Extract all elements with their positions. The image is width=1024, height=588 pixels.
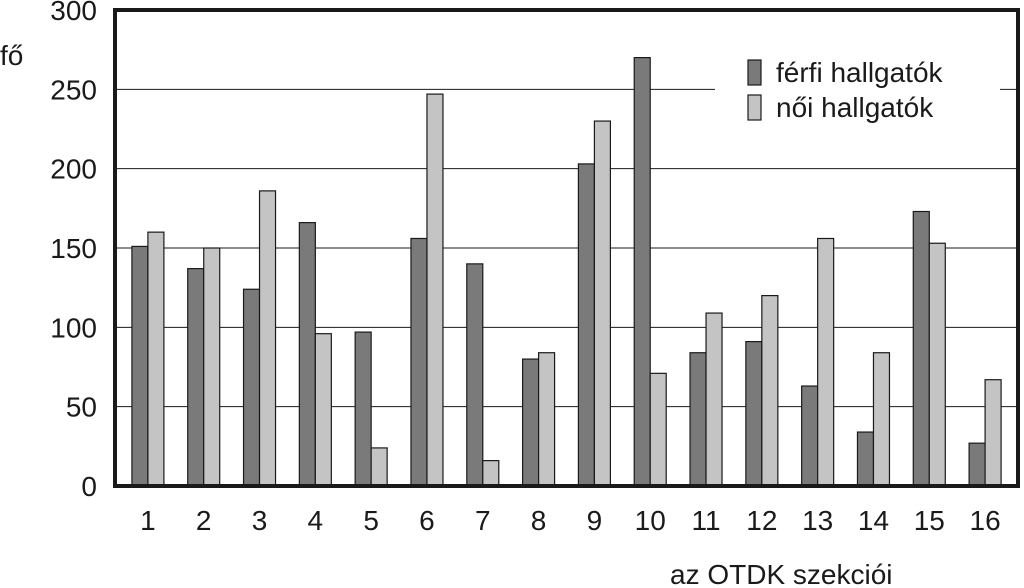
legend-swatch-female xyxy=(747,94,762,121)
y-tick-label: 300 xyxy=(50,0,97,26)
bar-male xyxy=(689,352,707,487)
bar-male xyxy=(131,245,149,487)
x-tick-label: 12 xyxy=(746,505,777,536)
bar-male xyxy=(521,358,540,487)
bar-male xyxy=(968,442,986,487)
x-tick-label: 3 xyxy=(252,505,268,536)
x-tick-label: 9 xyxy=(587,505,603,536)
x-tick-label: 6 xyxy=(419,505,435,536)
bar-male xyxy=(187,268,205,487)
bar-male xyxy=(633,56,651,487)
bar-male xyxy=(298,222,316,487)
bar-female xyxy=(426,93,444,487)
y-tick-label: 0 xyxy=(81,471,97,502)
bar-female xyxy=(314,333,332,487)
bar-male xyxy=(466,263,484,487)
bar-male xyxy=(912,210,930,487)
y-axis-label: fő xyxy=(0,40,23,71)
x-tick-label: 16 xyxy=(970,505,1001,536)
bar-male xyxy=(410,237,428,487)
bar-female xyxy=(984,379,1002,487)
bar-male xyxy=(242,288,261,487)
bar-female xyxy=(203,247,221,487)
x-tick-label: 10 xyxy=(635,505,666,536)
x-tick-label: 15 xyxy=(914,505,945,536)
bar-male xyxy=(801,385,819,487)
bar-female xyxy=(705,312,723,487)
bar-female xyxy=(761,295,779,487)
bar-female xyxy=(928,242,946,487)
legend: férfi hallgatók női hallgatók xyxy=(715,46,1000,130)
x-tick-label: 2 xyxy=(196,505,212,536)
legend-label-female: női hallgatók xyxy=(776,92,934,123)
x-tick-label: 7 xyxy=(475,505,491,536)
x-axis-label: az OTDK szekciói xyxy=(670,559,893,588)
bar-male xyxy=(856,431,875,487)
plot-frame xyxy=(113,8,1020,488)
bar-male xyxy=(354,331,372,487)
y-tick-label: 250 xyxy=(50,74,97,105)
bar-female xyxy=(258,190,277,487)
y-tick-label: 50 xyxy=(66,392,97,423)
legend-swatch-male xyxy=(747,59,762,86)
x-tick-label: 14 xyxy=(858,505,889,536)
x-tick-label: 8 xyxy=(531,505,547,536)
x-tick-labels: 1 2 3 4 5 6 7 8 9 10 11 12 13 14 15 16 xyxy=(140,505,1001,536)
legend-label-male: férfi hallgatók xyxy=(776,57,944,88)
y-tick-label: 100 xyxy=(50,312,97,343)
bar-female xyxy=(370,447,388,487)
x-tick-label: 5 xyxy=(363,505,379,536)
x-tick-label: 13 xyxy=(802,505,833,536)
x-tick-label: 11 xyxy=(691,505,720,536)
bar-female xyxy=(817,237,835,487)
bar-female xyxy=(482,460,500,487)
bar-female xyxy=(649,372,667,487)
y-tick-label: 200 xyxy=(50,154,97,185)
bar-male xyxy=(745,341,763,487)
y-tick-label: 150 xyxy=(50,233,97,264)
x-tick-label: 1 xyxy=(140,505,156,536)
bar-female xyxy=(537,352,556,487)
bar-female xyxy=(872,352,891,487)
legend-background xyxy=(715,46,1000,130)
y-tick-labels: 0 50 100 150 200 250 300 xyxy=(50,0,97,502)
bar-male xyxy=(577,163,596,487)
bar-female xyxy=(147,231,165,487)
x-tick-label: 4 xyxy=(308,505,324,536)
bar-female xyxy=(593,120,612,487)
